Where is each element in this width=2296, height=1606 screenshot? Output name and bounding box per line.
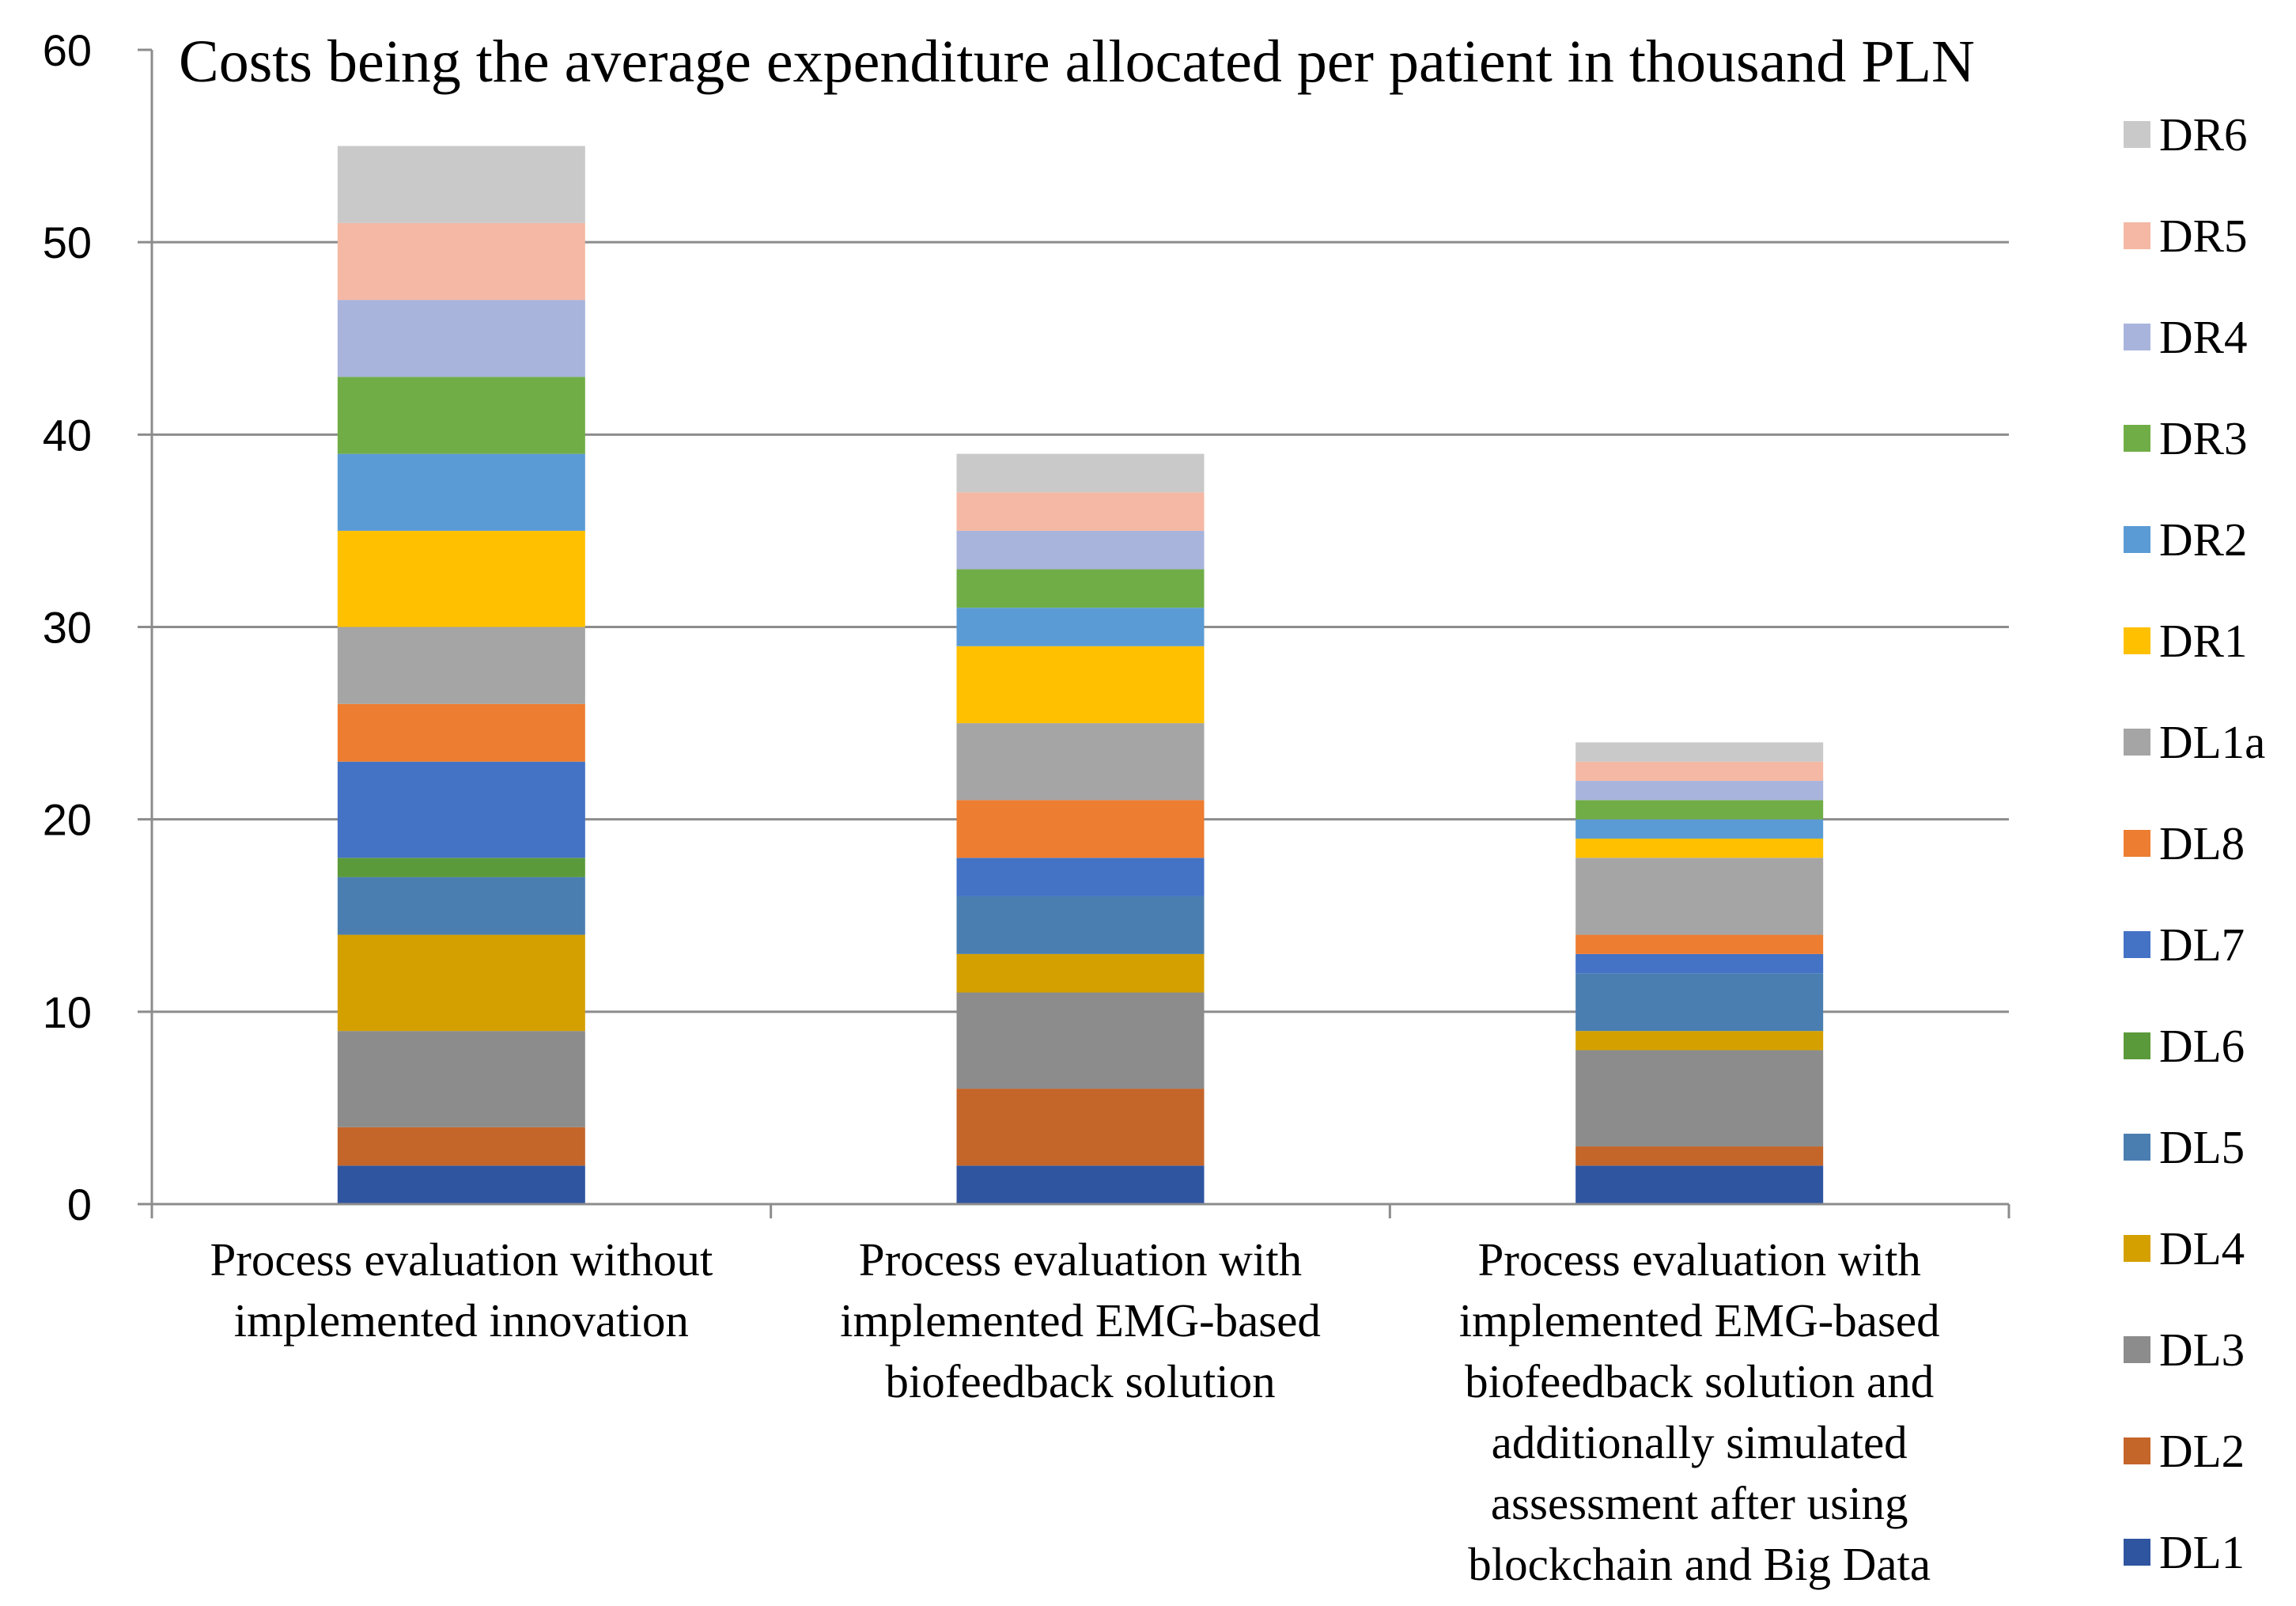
legend-label: DR1 xyxy=(2159,615,2247,667)
legend-label: DL1 xyxy=(2159,1526,2245,1578)
legend-label: DR6 xyxy=(2159,108,2247,161)
bar-segment-dl6 xyxy=(337,858,585,877)
bar-segment-dl1a xyxy=(1575,858,1824,935)
bar-segment-dl3 xyxy=(956,992,1205,1089)
bar-segment-dl2 xyxy=(1575,1146,1824,1166)
y-tick-label: 10 xyxy=(43,987,92,1037)
y-tick-label: 0 xyxy=(67,1180,92,1229)
bar-segment-dr6 xyxy=(1575,742,1824,762)
bar-segment-dl3 xyxy=(337,1031,585,1127)
bar-segment-dl8 xyxy=(956,800,1205,858)
bar-segment-dr5 xyxy=(956,492,1205,531)
x-category-label: implemented EMG-based xyxy=(840,1294,1321,1347)
bar-segment-dl4 xyxy=(337,934,585,1032)
legend-swatch-dl7 xyxy=(2124,931,2150,958)
bar-segment-dr2 xyxy=(1575,819,1824,839)
bar-segment-dr1 xyxy=(956,646,1205,724)
bar-segment-dl4 xyxy=(1575,1031,1824,1051)
legend-swatch-dr5 xyxy=(2124,222,2150,249)
x-category-label: biofeedback solution and xyxy=(1465,1355,1934,1407)
legend-swatch-dl8 xyxy=(2124,830,2150,857)
bar-segment-dl5 xyxy=(337,877,585,935)
legend-label: DL7 xyxy=(2159,919,2245,971)
bar-segment-dr1 xyxy=(337,530,585,627)
legend-label: DL8 xyxy=(2159,817,2245,869)
bar-segment-dr5 xyxy=(1575,761,1824,782)
bar-segment-dl7 xyxy=(337,761,585,858)
bar-segment-dl8 xyxy=(337,703,585,762)
bar-segment-dl1 xyxy=(337,1165,585,1204)
legend-swatch-dl3 xyxy=(2124,1336,2150,1363)
legend-label: DL3 xyxy=(2159,1324,2245,1376)
bar-segment-dl1a xyxy=(956,723,1205,801)
legend-label: DL2 xyxy=(2159,1425,2245,1477)
x-category-label: Process evaluation with xyxy=(859,1233,1302,1286)
x-category-label: assessment after using xyxy=(1491,1477,1908,1529)
bar-segment-dr6 xyxy=(956,453,1205,493)
bars xyxy=(337,146,1824,1204)
bar-segment-dr5 xyxy=(337,222,585,301)
legend-label: DL6 xyxy=(2159,1020,2245,1072)
legend-swatch-dl4 xyxy=(2124,1235,2150,1262)
legend-label: DL1a xyxy=(2159,716,2265,768)
x-category-label: Process evaluation with xyxy=(1477,1233,1920,1286)
bar-segment-dr4 xyxy=(956,530,1205,570)
bar-segment-dl2 xyxy=(337,1127,585,1166)
bar-segment-dl1a xyxy=(337,627,585,704)
x-category-label: biofeedback solution xyxy=(885,1355,1275,1407)
legend-label: DR5 xyxy=(2159,210,2247,262)
bar-segment-dl2 xyxy=(956,1089,1205,1166)
legend-swatch-dr3 xyxy=(2124,425,2150,452)
bar-segment-dl1 xyxy=(1575,1165,1824,1204)
legend-swatch-dr4 xyxy=(2124,324,2150,350)
bar-segment-dl5 xyxy=(956,896,1205,954)
legend-swatch-dr6 xyxy=(2124,121,2150,148)
legend-label: DR2 xyxy=(2159,513,2247,566)
bar-segment-dr6 xyxy=(337,146,585,223)
legend: DR6 DR5 DR4 DR3 DR2 DR1 DL1a DL8 DL7 DL6 DL5 DL4 DL3… xyxy=(2124,108,2265,1578)
bar-segment-dr3 xyxy=(956,569,1205,608)
chart-title: Costs being the average expenditure allo… xyxy=(179,28,1975,95)
axes: 0 10 20 30 40 50 60 xyxy=(43,25,2010,1229)
legend-swatch-dl2 xyxy=(2124,1437,2150,1464)
bar-segment-dl7 xyxy=(956,858,1205,896)
bar-segment-dl7 xyxy=(1575,953,1824,974)
bar-segment-dl1 xyxy=(956,1165,1205,1204)
y-tick-label: 40 xyxy=(43,410,92,460)
y-tick-label: 30 xyxy=(43,603,92,653)
y-tick-label: 50 xyxy=(43,218,92,267)
bar-segment-dl5 xyxy=(1575,973,1824,1032)
legend-swatch-dl1a xyxy=(2124,729,2150,756)
legend-swatch-dl5 xyxy=(2124,1134,2150,1161)
y-tick-label: 20 xyxy=(43,795,92,845)
legend-label: DR4 xyxy=(2159,311,2247,363)
category-labels: Process evaluation without implemented in… xyxy=(210,1233,1939,1590)
legend-label: DL4 xyxy=(2159,1222,2245,1275)
legend-swatch-dl1 xyxy=(2124,1539,2150,1566)
x-category-label: implemented innovation xyxy=(234,1294,689,1347)
legend-swatch-dl6 xyxy=(2124,1032,2150,1059)
legend-swatch-dr1 xyxy=(2124,627,2150,654)
bar-segment-dr4 xyxy=(1575,781,1824,801)
bar-segment-dr1 xyxy=(1575,838,1824,858)
bar-segment-dr3 xyxy=(337,377,585,454)
legend-swatch-dr2 xyxy=(2124,526,2150,553)
bar-segment-dr2 xyxy=(337,453,585,531)
y-tick-label: 60 xyxy=(43,25,92,75)
bar-segment-dr3 xyxy=(1575,800,1824,820)
bar-segment-dr2 xyxy=(956,608,1205,646)
bar-segment-dl8 xyxy=(1575,934,1824,954)
x-category-label: Process evaluation without xyxy=(210,1233,713,1286)
legend-label: DL5 xyxy=(2159,1121,2245,1173)
bar-segment-dl3 xyxy=(1575,1050,1824,1147)
bar-segment-dl4 xyxy=(956,953,1205,993)
legend-label: DR3 xyxy=(2159,412,2247,464)
x-category-label: blockchain and Big Data xyxy=(1468,1538,1931,1590)
bar-segment-dr4 xyxy=(337,300,585,377)
x-category-label: implemented EMG-based xyxy=(1459,1294,1940,1347)
x-category-label: additionally simulated xyxy=(1492,1416,1908,1468)
